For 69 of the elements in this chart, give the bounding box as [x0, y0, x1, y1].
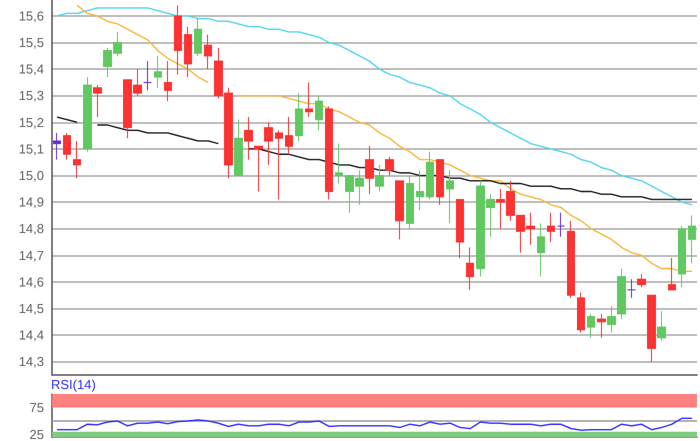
candlestick	[537, 222, 545, 278]
candlestick	[244, 116, 253, 160]
y-tick-label: 14,9	[18, 194, 44, 210]
chart-title: RSI(14)	[51, 377, 96, 392]
y-tick-label: 15,2	[18, 114, 44, 130]
candlestick	[264, 122, 273, 166]
candlestick	[395, 180, 404, 240]
candlestick	[184, 26, 192, 78]
y-tick-label: 14,7	[18, 248, 44, 263]
candlestick	[375, 164, 384, 192]
y-tick-label: 14,8	[18, 221, 44, 236]
candlestick	[456, 198, 464, 258]
candlestick	[446, 170, 454, 224]
candlestick	[647, 294, 656, 362]
line-series	[56, 7, 693, 206]
candlestick	[678, 226, 686, 288]
candlestick	[93, 84, 102, 118]
candlestick	[547, 212, 555, 243]
y-tick-label: 15,3	[18, 88, 44, 104]
candlestick	[406, 175, 414, 230]
candlestick	[143, 60, 152, 91]
y-tick-label: 15,4	[18, 62, 44, 77]
candlestick	[557, 212, 565, 238]
candlestick	[577, 292, 585, 333]
candlestick	[637, 273, 646, 288]
candlestick	[315, 95, 323, 131]
candlestick	[436, 159, 444, 206]
candlestick	[83, 76, 92, 152]
candlestick	[234, 119, 243, 176]
y-tick-label: 14,3	[18, 354, 44, 370]
candlestick	[174, 4, 182, 75]
y-tick-label: 25	[30, 427, 44, 441]
candlestick	[597, 313, 606, 338]
candlestick	[254, 146, 263, 192]
line-series	[56, 418, 693, 431]
candlestick	[285, 116, 293, 155]
candlestick	[325, 106, 333, 200]
candlestick	[305, 82, 313, 118]
y-tick-label: 15,6	[18, 8, 44, 24]
candlestick	[567, 220, 575, 298]
candlestick	[466, 246, 474, 290]
y-tick-label: 14,4	[18, 328, 44, 343]
y-tick-label: 15,5	[18, 35, 44, 50]
candlestick	[295, 92, 303, 142]
y-tick-label: 14,6	[18, 274, 44, 290]
candlestick	[617, 268, 626, 320]
candlestick	[627, 278, 636, 298]
candlestick	[63, 132, 71, 160]
candlestick	[335, 143, 343, 184]
y-tick-label: 15,0	[18, 168, 44, 184]
candlestick	[416, 170, 424, 211]
candlestick	[607, 305, 616, 333]
candlestick	[53, 132, 61, 160]
candlestick	[385, 156, 394, 176]
candlestick	[688, 214, 696, 264]
candlestick	[275, 130, 283, 200]
candlestick	[73, 140, 81, 179]
candlestick	[657, 310, 666, 341]
candlestick	[587, 313, 595, 338]
y-tick-label: 15,1	[18, 141, 44, 156]
candlestick	[365, 146, 374, 195]
y-tick-label: 14,5	[18, 301, 44, 316]
candlestick	[194, 18, 202, 56]
candlestick	[426, 151, 434, 200]
candlestick	[204, 34, 212, 70]
candlestick	[154, 55, 162, 88]
candlestick	[668, 257, 676, 290]
y-tick-label: 75	[30, 400, 44, 415]
candlestick	[164, 60, 172, 102]
